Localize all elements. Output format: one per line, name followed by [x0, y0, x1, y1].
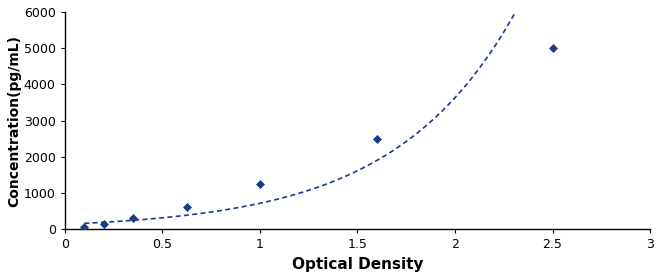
- Y-axis label: Concentration(pg/mL): Concentration(pg/mL): [7, 35, 21, 207]
- X-axis label: Optical Density: Optical Density: [292, 257, 423, 272]
